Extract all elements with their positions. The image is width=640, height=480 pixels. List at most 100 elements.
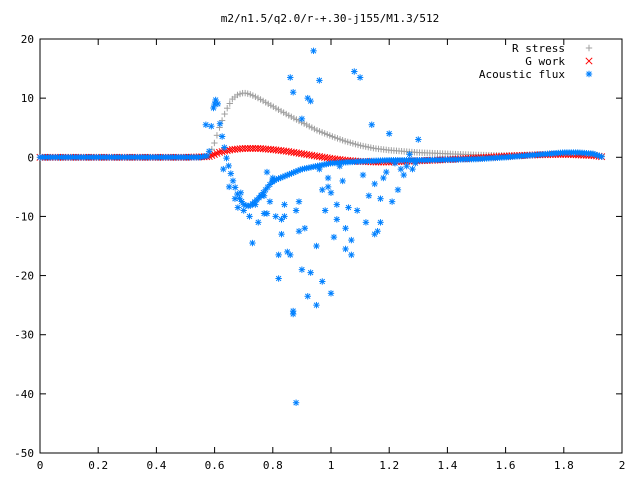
x-tick-label: 1.4 <box>437 459 457 472</box>
acoustic-flux-point <box>351 68 358 75</box>
acoustic-flux-point <box>313 242 320 250</box>
y-tick-label: -50 <box>14 447 34 460</box>
acoustic-flux-point <box>229 177 237 185</box>
g-work-point <box>244 144 252 152</box>
acoustic-flux-point <box>298 266 306 273</box>
r-stress-point <box>221 110 228 118</box>
acoustic-flux-point <box>231 195 239 202</box>
acoustic-flux-point <box>368 121 375 128</box>
acoustic-flux-point <box>301 225 309 232</box>
y-tick-label: 10 <box>21 92 34 105</box>
acoustic-flux-point <box>348 236 355 244</box>
acoustic-flux-point <box>295 228 303 235</box>
g-work-point <box>210 150 218 158</box>
acoustic-flux-point <box>272 213 279 220</box>
x-tick-label: 1.8 <box>554 459 574 472</box>
acoustic-flux-point <box>319 186 326 194</box>
acoustic-flux-point <box>345 204 352 211</box>
x-tick-label: 1 <box>328 459 335 472</box>
acoustic-flux-point <box>292 399 300 406</box>
plot-border <box>39 38 623 454</box>
acoustic-flux-point <box>333 201 341 208</box>
acoustic-flux-point <box>336 162 343 170</box>
acoustic-flux-point <box>292 207 300 214</box>
acoustic-flux-point <box>260 192 268 199</box>
r-stress-point <box>211 139 218 147</box>
acoustic-flux-point <box>310 47 317 55</box>
acoustic-flux-point <box>380 174 387 182</box>
acoustic-flux-point <box>348 251 355 259</box>
legend-label: G work <box>525 55 565 68</box>
acoustic-flux-point <box>281 201 288 208</box>
acoustic-flux-point <box>289 89 297 96</box>
acoustic-flux-point <box>223 154 230 162</box>
r-stress-point <box>226 100 233 107</box>
series-r-stress <box>36 89 605 161</box>
acoustic-flux-point <box>278 230 285 238</box>
y-tick-label: -30 <box>14 329 34 342</box>
acoustic-flux-point <box>333 216 341 223</box>
acoustic-flux-point <box>202 121 210 128</box>
acoustic-flux-point <box>362 219 370 226</box>
acoustic-flux-point <box>212 96 219 104</box>
acoustic-flux-point <box>327 290 335 297</box>
acoustic-flux-point <box>287 251 294 259</box>
acoustic-flux-point <box>234 204 242 211</box>
x-tick-label: 0.6 <box>205 459 225 472</box>
acoustic-flux-point <box>339 177 346 185</box>
acoustic-flux-point <box>316 165 323 173</box>
y-axis: -50 -40 -30 -20 -10 0 10 20 <box>14 33 622 460</box>
x-tick-label: 1.6 <box>496 459 516 472</box>
acoustic-flux-point <box>342 225 349 232</box>
acoustic-flux-point <box>397 165 405 173</box>
acoustic-flux-point <box>391 160 399 167</box>
g-work-point <box>249 144 257 152</box>
r-stress-point <box>224 104 231 112</box>
acoustic-flux-point <box>263 168 271 176</box>
acoustic-flux-point <box>249 239 256 247</box>
acoustic-flux-point <box>205 148 213 155</box>
acoustic-flux-point <box>216 120 224 127</box>
legend-label: R stress <box>512 42 565 55</box>
acoustic-flux-point <box>386 130 393 137</box>
acoustic-flux-point <box>327 189 335 196</box>
acoustic-flux-point <box>415 136 422 143</box>
acoustic-flux-point <box>324 174 332 182</box>
series-layer <box>36 47 606 406</box>
acoustic-flux-point <box>400 171 407 179</box>
acoustic-flux-point <box>298 115 306 123</box>
y-tick-label: 20 <box>21 33 34 46</box>
acoustic-flux-point <box>371 180 378 188</box>
y-tick-label: -40 <box>14 388 34 401</box>
acoustic-flux-point <box>252 201 259 208</box>
acoustic-flux-point <box>275 251 282 259</box>
acoustic-flux-point <box>321 207 329 214</box>
acoustic-flux-point <box>324 183 332 191</box>
legend-marker <box>585 70 593 78</box>
acoustic-flux-point <box>284 248 291 256</box>
acoustic-flux-point <box>225 183 233 191</box>
acoustic-flux-point <box>231 184 239 191</box>
g-work-point <box>246 144 254 152</box>
x-tick-label: 0.8 <box>263 459 283 472</box>
x-axis: 0 0.2 0.4 0.6 0.8 1 1.2 1.4 1.6 1.8 2 <box>37 39 625 472</box>
acoustic-flux-point <box>246 213 253 220</box>
acoustic-flux-point <box>255 219 262 226</box>
acoustic-flux-point <box>208 123 215 130</box>
legend-label: Acoustic flux <box>479 68 565 81</box>
acoustic-flux-point <box>240 207 247 214</box>
acoustic-flux-point <box>365 192 373 199</box>
acoustic-flux-point <box>304 293 311 300</box>
x-tick-label: 0.4 <box>146 459 166 472</box>
acoustic-flux-point <box>313 301 320 309</box>
acoustic-flux-point <box>269 174 276 182</box>
g-work-point <box>213 149 221 157</box>
acoustic-flux-point <box>377 195 384 202</box>
acoustic-flux-point <box>596 152 603 160</box>
acoustic-flux-point <box>412 160 419 167</box>
acoustic-flux-point <box>266 198 274 205</box>
y-tick-label: -20 <box>14 270 34 283</box>
acoustic-flux-point <box>237 189 244 196</box>
acoustic-flux-point <box>353 207 361 214</box>
